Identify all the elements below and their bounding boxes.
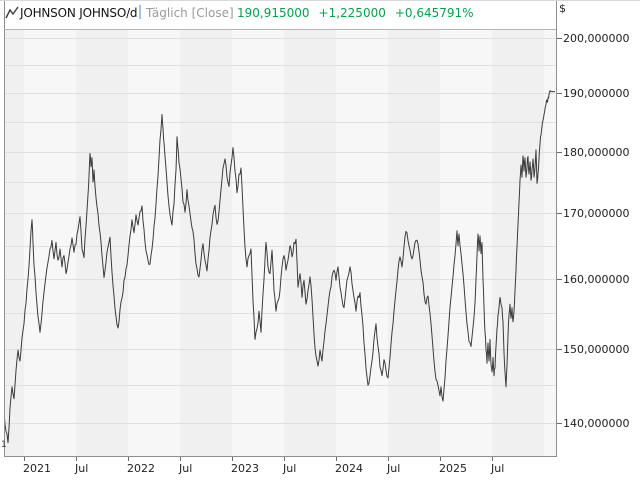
y-axis-label: 150,000000: [563, 343, 630, 356]
x-axis-label: Jul: [179, 462, 193, 475]
currency-label: $: [559, 2, 566, 15]
change-percent: +0,645791%: [394, 6, 474, 20]
y-axis-label: 160,000000: [563, 273, 630, 286]
symbol-title[interactable]: JOHNSON JOHNSO/d: [20, 6, 138, 20]
change-absolute: +1,225000: [318, 6, 386, 20]
x-axis-label: 2022: [127, 462, 155, 475]
text-caret: [139, 5, 141, 19]
y-axis-label: 170,000000: [563, 207, 630, 220]
x-axis-label: 2024: [335, 462, 363, 475]
quote-strip: 190,915000 +1,225000 +0,645791%: [237, 6, 474, 20]
pane-number: 1: [1, 440, 7, 450]
y-axis-label: 190,000000: [563, 87, 630, 100]
y-axis-label: 140,000000: [563, 417, 630, 430]
last-price: 190,915000: [237, 6, 310, 20]
x-axis-label: 2023: [231, 462, 259, 475]
x-axis-label: Jul: [75, 462, 89, 475]
timeframe-label[interactable]: Täglich [Close]: [146, 6, 234, 20]
y-axis-label: 180,000000: [563, 146, 630, 159]
y-axis-label: 200,000000: [563, 32, 630, 45]
x-axis-label: Jul: [283, 462, 297, 475]
line-chart-icon: [5, 4, 19, 20]
x-axis-label: Jul: [387, 462, 401, 475]
x-axis-label: Jul: [491, 462, 505, 475]
x-axis-label: 2021: [23, 462, 51, 475]
x-axis-label: 2025: [439, 462, 467, 475]
